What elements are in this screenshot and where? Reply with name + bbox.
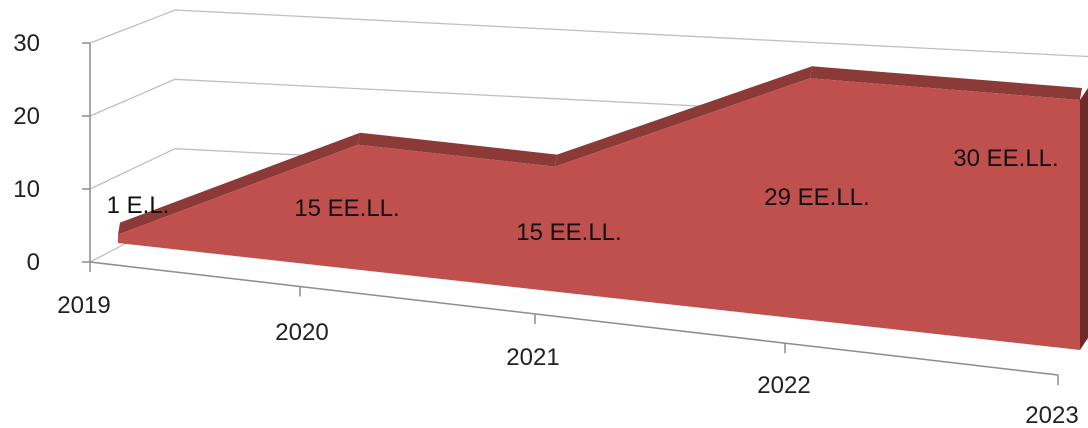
y-tick-label: 10 <box>13 176 40 203</box>
x-tick-label: 2022 <box>757 372 810 399</box>
x-axis-tick-labels: 2019 2020 2021 2022 2023 <box>57 292 1078 428</box>
data-area <box>118 66 1088 350</box>
y-tick-label: 30 <box>13 30 40 57</box>
chart-axes <box>82 42 1059 385</box>
area-top-face <box>555 66 812 167</box>
y-tick-label: 20 <box>13 103 40 130</box>
area-top-face <box>810 66 1082 100</box>
x-axis-line <box>89 261 1059 376</box>
area-top-face <box>118 132 360 235</box>
data-label: 15 EE.LL. <box>294 195 399 222</box>
data-label: 30 EE.LL. <box>953 145 1058 172</box>
y-axis-tick-labels: 0 10 20 30 <box>13 30 40 276</box>
y-tick-label: 0 <box>27 249 40 276</box>
x-tick-label: 2020 <box>275 319 328 346</box>
area-side-face <box>1080 88 1088 350</box>
x-tick-label: 2019 <box>57 292 110 319</box>
area-front-face <box>118 78 1080 350</box>
data-label: 15 EE.LL. <box>516 219 621 246</box>
x-tick-label: 2023 <box>1025 402 1078 428</box>
data-label: 1 E.L. <box>107 192 170 219</box>
data-labels: 1 E.L. 15 EE.LL. 15 EE.LL. 29 EE.LL. 30 EE.L… <box>107 145 1059 246</box>
x-tick-label: 2021 <box>506 344 559 371</box>
data-label: 29 EE.LL. <box>764 184 869 211</box>
gridline <box>89 9 1088 58</box>
area-top-face <box>358 132 557 167</box>
